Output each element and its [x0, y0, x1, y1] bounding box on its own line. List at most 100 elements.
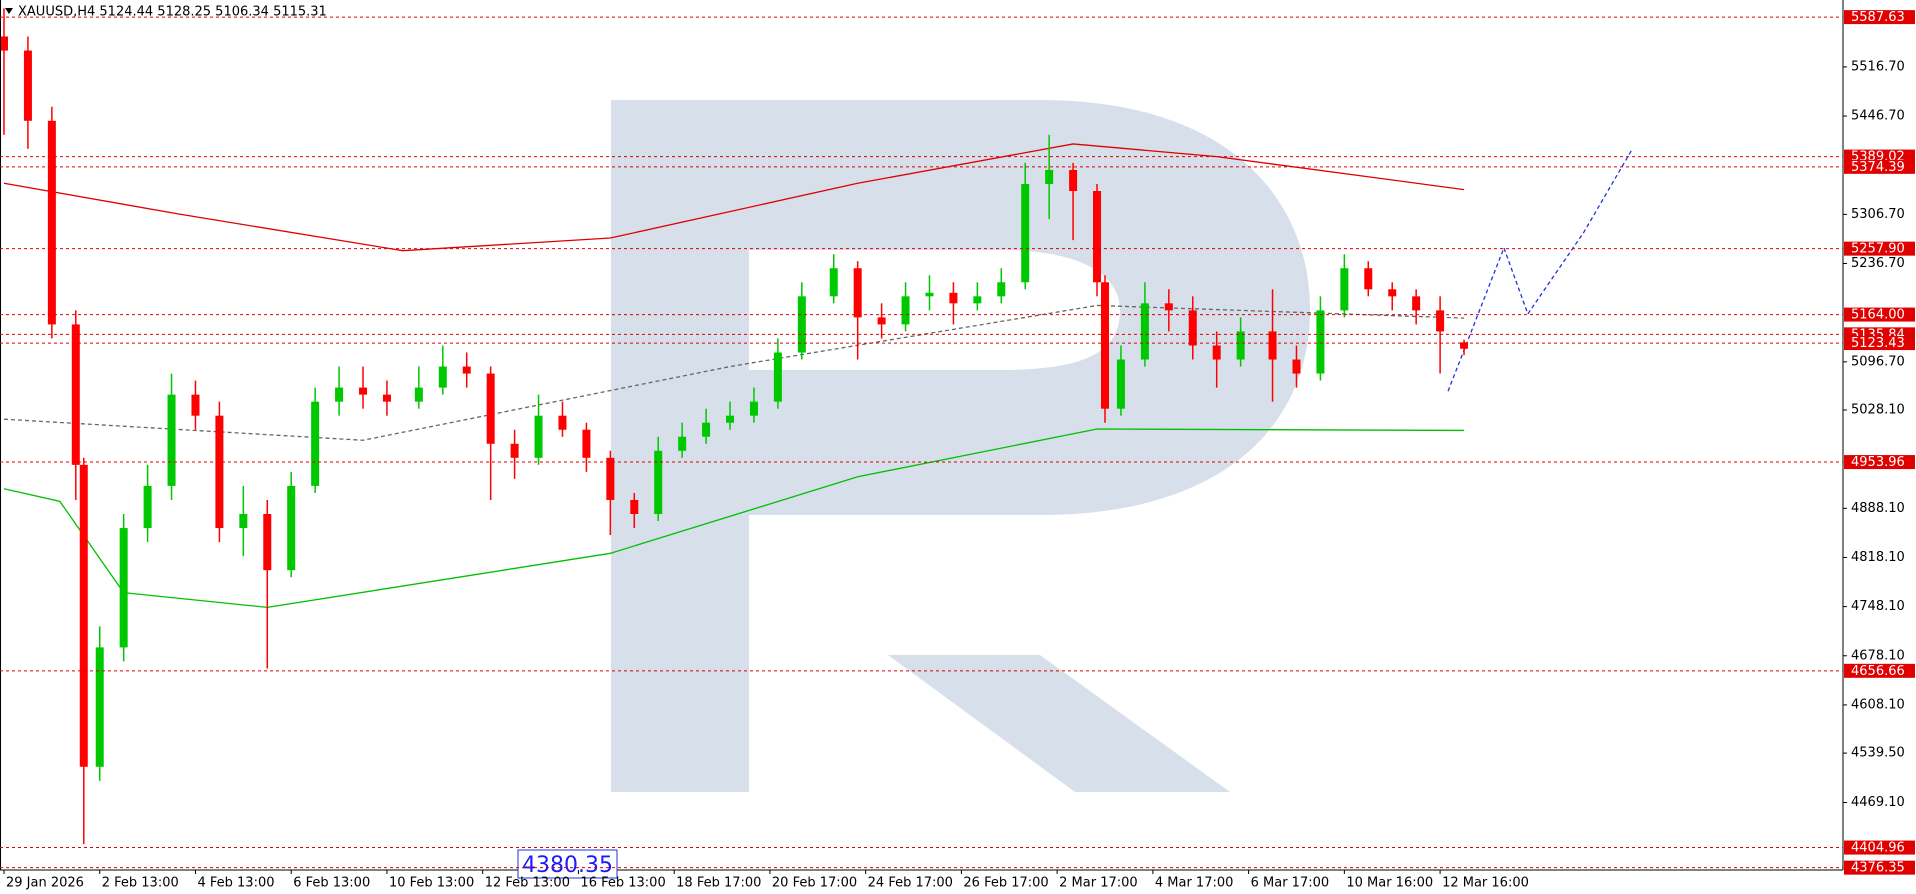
candle-body	[23, 50, 32, 121]
candle-body	[510, 443, 519, 458]
y-tick-label: 5516.70	[1851, 59, 1905, 74]
level-label-box	[1844, 663, 1915, 678]
candle-body	[1069, 169, 1078, 191]
x-tick-label: 6 Mar 17:00	[1251, 876, 1330, 891]
series-line	[3, 143, 1465, 252]
x-tick-label: 29 Jan 2026	[6, 876, 84, 891]
y-tick-label: 4469.10	[1851, 795, 1905, 810]
candle-body	[462, 366, 471, 374]
x-tick-label: 10 Feb 13:00	[389, 876, 474, 891]
level-label: 5123.43	[1851, 336, 1905, 351]
candle-body	[1316, 310, 1325, 374]
candle-body	[1436, 310, 1445, 332]
candle-body	[1093, 190, 1102, 283]
x-tick-label: 2 Mar 17:00	[1059, 876, 1138, 891]
level-label: 4404.96	[1851, 841, 1905, 856]
candle-body	[773, 352, 782, 402]
level-label: 5257.90	[1851, 242, 1905, 257]
candle-body	[1460, 342, 1469, 349]
x-tick-label: 26 Feb 17:00	[963, 876, 1048, 891]
candle-body	[678, 436, 687, 451]
x-tick-label: 10 Mar 16:00	[1346, 876, 1433, 891]
annotation-box	[517, 849, 618, 879]
candle-body	[71, 324, 80, 465]
candle-body	[359, 387, 368, 395]
level-label-box	[1844, 840, 1915, 855]
candle-body	[79, 464, 88, 767]
candle-body	[1364, 268, 1373, 290]
level-label: 5164.00	[1851, 308, 1905, 323]
candle-body	[901, 296, 910, 325]
candle-body	[95, 647, 104, 767]
candle-body	[167, 394, 176, 486]
candle-body	[414, 387, 423, 402]
y-tick-label: 5236.70	[1851, 256, 1905, 271]
y-tick-label: 5306.70	[1851, 207, 1905, 222]
level-label-box	[1844, 336, 1915, 351]
level-label-box	[1844, 860, 1915, 875]
candle-body	[311, 401, 320, 486]
candle-body	[797, 296, 806, 353]
series-line	[3, 304, 1465, 441]
series-line	[1447, 149, 1633, 392]
series-line	[3, 428, 1465, 609]
chart-title: XAUUSD,H4 5124.44 5128.25 5106.34 5115.3…	[18, 5, 327, 20]
plot	[0, 8, 1633, 845]
candle-body	[263, 513, 272, 571]
level-label: 5374.39	[1851, 160, 1905, 175]
candle-body	[1268, 331, 1277, 360]
candle-body	[1045, 169, 1054, 184]
candle-body	[702, 422, 711, 437]
level-label: 4953.96	[1851, 455, 1905, 470]
level-label-box	[1844, 159, 1915, 174]
candle-body	[853, 268, 862, 318]
candle-body	[606, 457, 615, 500]
x-tick-label: 12 Feb 13:00	[485, 876, 570, 891]
x-tick-label: 4 Mar 17:00	[1155, 876, 1234, 891]
candle-body	[47, 120, 56, 325]
candle-body	[119, 528, 128, 648]
candle-body	[143, 485, 152, 529]
candle-body	[438, 366, 447, 388]
candle-body	[1021, 183, 1030, 283]
candle-body	[726, 415, 735, 423]
x-tick-label: 16 Feb 13:00	[580, 876, 665, 891]
level-label: 4376.35	[1851, 861, 1905, 876]
menu-triangle[interactable]	[5, 8, 13, 14]
candle-body	[534, 415, 543, 458]
y-tick-label: 4888.10	[1851, 501, 1905, 516]
x-tick-label: 4 Feb 13:00	[197, 876, 274, 891]
candle-body	[382, 394, 391, 402]
y-tick-label: 4818.10	[1851, 550, 1905, 565]
candle-body	[1188, 310, 1197, 346]
candle-body	[829, 268, 838, 297]
candle-body	[335, 387, 344, 402]
candle-body	[239, 513, 248, 529]
y-tick-label: 5446.70	[1851, 109, 1905, 124]
candle-body	[749, 401, 758, 416]
y-tick-label: 4748.10	[1851, 599, 1905, 614]
candle-body	[287, 485, 296, 571]
x-tick-label: 6 Feb 13:00	[293, 876, 370, 891]
candle-body	[558, 415, 567, 430]
candle-body	[654, 450, 663, 514]
candle-body	[1412, 296, 1421, 311]
candle-body	[0, 36, 8, 51]
level-label-box	[1844, 241, 1915, 256]
x-tick-label: 2 Feb 13:00	[102, 876, 179, 891]
candle-body	[1212, 345, 1221, 360]
watermark	[611, 100, 1310, 792]
candle-body	[1292, 359, 1301, 374]
y-tick-label: 4678.10	[1851, 648, 1905, 663]
level-label-box	[1844, 307, 1915, 322]
x-tick-label: 18 Feb 17:00	[676, 876, 761, 891]
y-tick-label: 4539.50	[1851, 746, 1905, 761]
candle-body	[949, 292, 958, 304]
y-tick-label: 5028.10	[1851, 403, 1905, 418]
y-tick-label: 4608.10	[1851, 697, 1905, 712]
candle-body	[215, 415, 224, 529]
level-label-box	[1844, 455, 1915, 470]
candle-body	[973, 296, 982, 304]
